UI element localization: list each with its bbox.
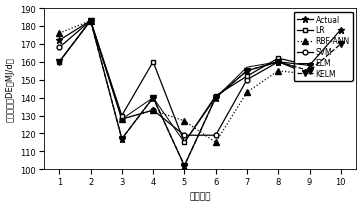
Line: ELM: ELM (59, 21, 341, 143)
Line: RBF-ANN: RBF-ANN (56, 19, 344, 145)
ELM (151, 97, 155, 99)
KELM (276, 61, 281, 64)
ELM (214, 97, 218, 99)
ELM (120, 118, 124, 121)
SVM (151, 109, 155, 112)
LR (182, 142, 186, 144)
RBF-ANN (276, 70, 281, 73)
KELM (151, 97, 155, 99)
ELM (338, 43, 343, 46)
SVM (276, 61, 281, 64)
ELM (307, 70, 312, 73)
LR (245, 76, 249, 78)
SVM (57, 47, 62, 49)
RBF-ANN (88, 20, 93, 23)
SVM (214, 134, 218, 137)
RBF-ANN (307, 74, 312, 76)
Legend: Actual, LR, RBF-ANN, SVM, ELM, KELM: Actual, LR, RBF-ANN, SVM, ELM, KELM (294, 13, 353, 81)
ELM (88, 20, 93, 23)
LR (276, 58, 281, 60)
Actual (276, 61, 281, 64)
Actual (245, 70, 249, 73)
LR (338, 22, 343, 25)
RBF-ANN (245, 91, 249, 94)
ELM (57, 61, 62, 64)
SVM (182, 134, 186, 137)
Actual (120, 138, 124, 140)
RBF-ANN (57, 33, 62, 35)
Actual (151, 97, 155, 99)
Actual (182, 165, 186, 167)
Actual (88, 20, 93, 23)
SVM (245, 79, 249, 82)
SVM (88, 20, 93, 23)
KELM (120, 138, 124, 140)
LR (151, 61, 155, 64)
RBF-ANN (151, 109, 155, 112)
SVM (120, 118, 124, 121)
RBF-ANN (214, 142, 218, 144)
X-axis label: 预测样本: 预测样本 (189, 192, 211, 200)
RBF-ANN (182, 120, 186, 123)
KELM (338, 43, 343, 46)
Line: LR: LR (57, 19, 343, 145)
KELM (57, 61, 62, 64)
LR (57, 61, 62, 64)
KELM (88, 20, 93, 23)
KELM (214, 97, 218, 99)
SVM (307, 74, 312, 76)
Line: KELM: KELM (56, 19, 344, 169)
Line: Actual: Actual (56, 18, 344, 169)
LR (307, 65, 312, 67)
SVM (338, 40, 343, 42)
Actual (338, 29, 343, 32)
ELM (182, 142, 186, 144)
ELM (276, 61, 281, 64)
KELM (182, 165, 186, 167)
KELM (307, 70, 312, 73)
LR (88, 20, 93, 23)
Actual (57, 40, 62, 42)
ELM (245, 67, 249, 69)
Line: SVM: SVM (57, 19, 343, 138)
RBF-ANN (120, 118, 124, 121)
LR (120, 115, 124, 117)
Y-axis label: 日粮消化能DE（MJ/d）: 日粮消化能DE（MJ/d） (5, 57, 14, 122)
Actual (307, 65, 312, 67)
KELM (245, 70, 249, 73)
LR (214, 95, 218, 98)
RBF-ANN (338, 35, 343, 37)
Actual (214, 97, 218, 99)
